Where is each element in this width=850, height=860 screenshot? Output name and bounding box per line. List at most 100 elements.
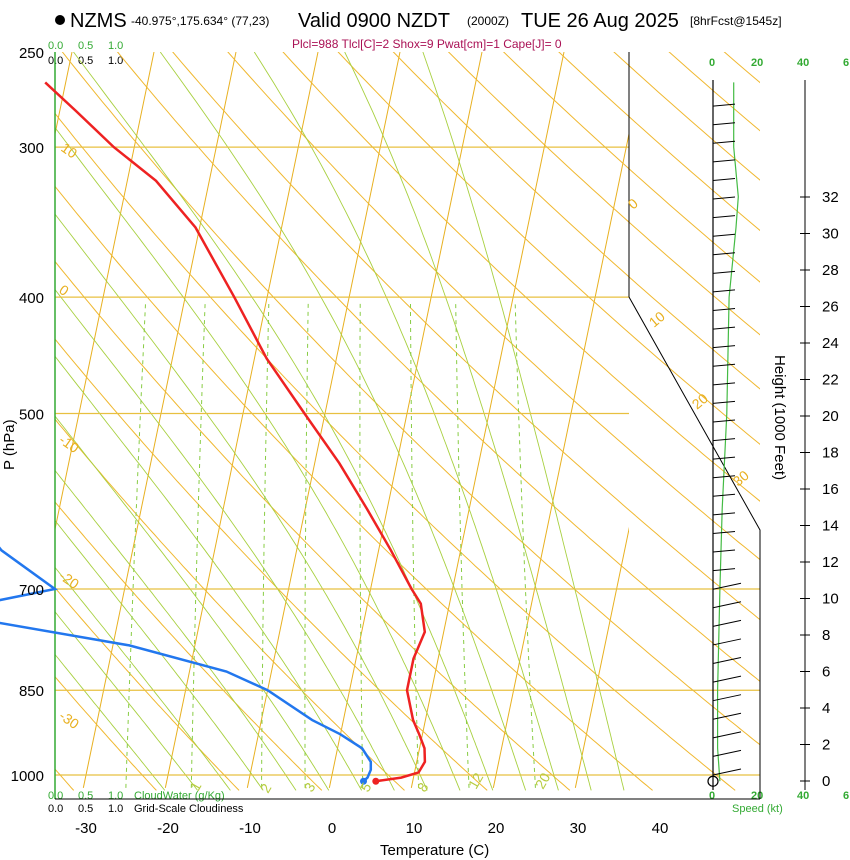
dry-adiabat xyxy=(55,260,571,791)
dry-adiabat xyxy=(55,587,240,791)
height-tick-label: 2 xyxy=(822,737,830,754)
wind-barb xyxy=(712,140,736,144)
wind-barb xyxy=(712,601,742,609)
moist-adiabat xyxy=(55,469,297,791)
mixing-ratio-line xyxy=(455,303,470,788)
moist-adiabat xyxy=(55,213,428,791)
p-tick-label: 500 xyxy=(19,407,44,424)
wind-barb xyxy=(712,582,742,590)
wind-barb xyxy=(712,233,736,237)
dewpoint-line xyxy=(0,546,373,783)
mixing-ratio-line xyxy=(514,303,536,788)
x-tick-label: -20 xyxy=(157,820,179,837)
speed-label: Speed (kt) xyxy=(732,803,783,815)
wind-barb xyxy=(712,568,736,572)
height-tick-label: 20 xyxy=(822,408,839,425)
wind-barb xyxy=(712,712,742,720)
wind-barb xyxy=(712,768,742,776)
moist-adiabat xyxy=(55,611,198,791)
dry-adiabat-label: 0 xyxy=(625,195,641,212)
temperature-line xyxy=(44,81,427,783)
height-tick-label: 30 xyxy=(822,226,839,243)
p-tick-label: 700 xyxy=(19,582,44,599)
mixing-ratio-line xyxy=(304,303,309,788)
mixing-ratio-label: 3 xyxy=(301,780,319,795)
x-axis-label: Temperature (C) xyxy=(380,842,489,859)
wind-barb xyxy=(712,177,736,181)
moist-adiabat xyxy=(55,288,395,791)
surface-dewpoint-point xyxy=(360,777,368,785)
wind-barb xyxy=(712,549,736,553)
isotherm-line xyxy=(82,52,237,788)
speed-top-3: 6 xyxy=(843,57,849,69)
wind-barb xyxy=(712,270,736,274)
mixing-ratio-label: 20 xyxy=(532,770,554,792)
dry-adiabat xyxy=(55,338,488,791)
height-tick-label: 32 xyxy=(822,189,839,206)
wind-barb xyxy=(712,122,736,126)
cloud-bot-black-1: 0.5 xyxy=(78,803,93,815)
p-tick-label: 250 xyxy=(19,45,44,62)
wind-barb xyxy=(712,289,736,293)
height-tick-label: 14 xyxy=(822,518,839,535)
isotherm-line xyxy=(328,52,483,788)
wind-barb xyxy=(712,731,742,739)
cloud-top-black-2: 1.0 xyxy=(108,55,123,67)
moist-adiabat xyxy=(55,653,166,791)
mixing-ratio-label: 2 xyxy=(257,781,275,796)
wind-barb xyxy=(712,382,736,386)
height-tick-label: 6 xyxy=(822,664,830,681)
wind-barb xyxy=(712,345,736,349)
dry-adiabat xyxy=(55,112,736,791)
moist-adiabats xyxy=(55,52,625,791)
cloud-bot-black-0: 0.0 xyxy=(48,803,63,815)
dry-adiabat xyxy=(337,52,760,445)
x-tick-label: 40 xyxy=(652,820,669,837)
plot-frame xyxy=(54,52,806,800)
station-coords: -40.975°,175.634° (77,23) xyxy=(131,14,269,28)
wind-barb xyxy=(712,619,742,627)
cloud-top-green-2: 1.0 xyxy=(108,40,123,52)
wind-barb xyxy=(712,512,736,516)
wind-barb xyxy=(712,749,742,757)
moist-adiabat xyxy=(73,52,494,791)
wind-panel xyxy=(707,80,742,790)
height-axis-label: Height (1000 Feet) xyxy=(771,355,788,480)
moist-adiabat xyxy=(55,415,330,791)
wind-barb xyxy=(712,438,736,442)
wind-barb xyxy=(712,657,742,665)
cloud-bot-black-2: 1.0 xyxy=(108,803,123,815)
wind-barb xyxy=(712,638,742,646)
wind-barb xyxy=(712,196,736,200)
moist-adiabat xyxy=(253,52,559,791)
wind-barb xyxy=(712,400,736,404)
isotherm-line xyxy=(492,131,629,788)
isotherm-label: 10 xyxy=(58,139,80,161)
speed-top-1: 20 xyxy=(751,57,763,69)
wind-barb xyxy=(712,530,736,534)
dry-adiabat-label: 10 xyxy=(646,308,668,330)
x-tick-label: 20 xyxy=(488,820,505,837)
dry-adiabat xyxy=(227,52,760,561)
height-tick-label: 4 xyxy=(822,700,830,717)
height-tick-label: 26 xyxy=(822,299,839,316)
wind-barb xyxy=(712,215,736,219)
wind-barb xyxy=(712,493,736,497)
sounding-params: Plcl=988 Tlcl[C]=2 Shox=9 Pwat[cm]=1 Cap… xyxy=(292,37,562,51)
wind-barb xyxy=(712,103,736,107)
x-tick-label: 30 xyxy=(570,820,587,837)
mixing-ratio-line xyxy=(125,303,146,788)
moist-adiabat xyxy=(55,519,264,791)
station-name: NZMS xyxy=(70,10,127,32)
wind-barb xyxy=(712,694,742,702)
speed-top-2: 40 xyxy=(797,57,809,69)
mixing-ratio-lines xyxy=(125,303,536,788)
isotherm-label: -30 xyxy=(56,707,82,732)
height-tick-label: 0 xyxy=(822,773,830,790)
dry-adiabat xyxy=(55,676,157,791)
wind-barb xyxy=(712,475,736,479)
isotherm-line xyxy=(164,52,319,788)
utc-time: (2000Z) xyxy=(467,14,509,28)
